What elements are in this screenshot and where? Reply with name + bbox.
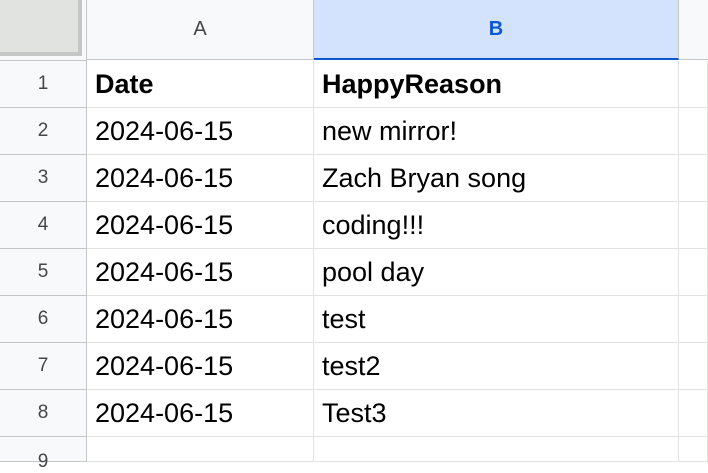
column-header-a[interactable]: A bbox=[87, 0, 314, 60]
cell-date[interactable]: 2024-06-15 bbox=[87, 390, 314, 437]
cell-empty[interactable] bbox=[679, 61, 708, 108]
cell-date[interactable]: 2024-06-15 bbox=[87, 108, 314, 155]
cell-happy-reason[interactable]: test bbox=[314, 296, 679, 343]
cell-happy-reason[interactable]: Test3 bbox=[314, 390, 679, 437]
cell-empty[interactable] bbox=[679, 108, 708, 155]
row-header[interactable]: 3 bbox=[0, 155, 87, 202]
cell-happy-reason[interactable]: test2 bbox=[314, 343, 679, 390]
row-header[interactable]: 9 bbox=[0, 437, 87, 472]
cell-happy-reason[interactable]: Zach Bryan song bbox=[314, 155, 679, 202]
cell-empty[interactable] bbox=[679, 390, 708, 437]
cell-empty[interactable] bbox=[679, 296, 708, 343]
row-header[interactable]: 5 bbox=[0, 249, 87, 296]
cell-happy-reason[interactable] bbox=[314, 437, 679, 462]
cell-date[interactable]: 2024-06-15 bbox=[87, 155, 314, 202]
cell-empty[interactable] bbox=[679, 343, 708, 390]
cell-date[interactable]: 2024-06-15 bbox=[87, 249, 314, 296]
cell-date[interactable]: 2024-06-15 bbox=[87, 202, 314, 249]
column-header-b[interactable]: B bbox=[314, 0, 679, 60]
row-header[interactable]: 4 bbox=[0, 202, 87, 249]
row-header[interactable]: 6 bbox=[0, 296, 87, 343]
cell-happy-reason[interactable]: pool day bbox=[314, 249, 679, 296]
cell-empty[interactable] bbox=[679, 249, 708, 296]
column-header-c[interactable] bbox=[679, 0, 708, 60]
cell-empty[interactable] bbox=[679, 437, 708, 462]
cell-date[interactable]: 2024-06-15 bbox=[87, 343, 314, 390]
cell-date[interactable] bbox=[87, 437, 314, 462]
cell-happy-reason[interactable]: HappyReason bbox=[314, 61, 679, 108]
cell-happy-reason[interactable]: new mirror! bbox=[314, 108, 679, 155]
corner-tab bbox=[0, 0, 82, 56]
select-all-corner[interactable] bbox=[0, 0, 87, 61]
row-header[interactable]: 2 bbox=[0, 108, 87, 155]
row-header[interactable]: 7 bbox=[0, 343, 87, 390]
cell-empty[interactable] bbox=[679, 202, 708, 249]
cell-date[interactable]: Date bbox=[87, 61, 314, 108]
row-header[interactable]: 8 bbox=[0, 390, 87, 437]
cell-happy-reason[interactable]: coding!!! bbox=[314, 202, 679, 249]
cell-date[interactable]: 2024-06-15 bbox=[87, 296, 314, 343]
cell-empty[interactable] bbox=[679, 155, 708, 202]
row-header[interactable]: 1 bbox=[0, 61, 87, 108]
